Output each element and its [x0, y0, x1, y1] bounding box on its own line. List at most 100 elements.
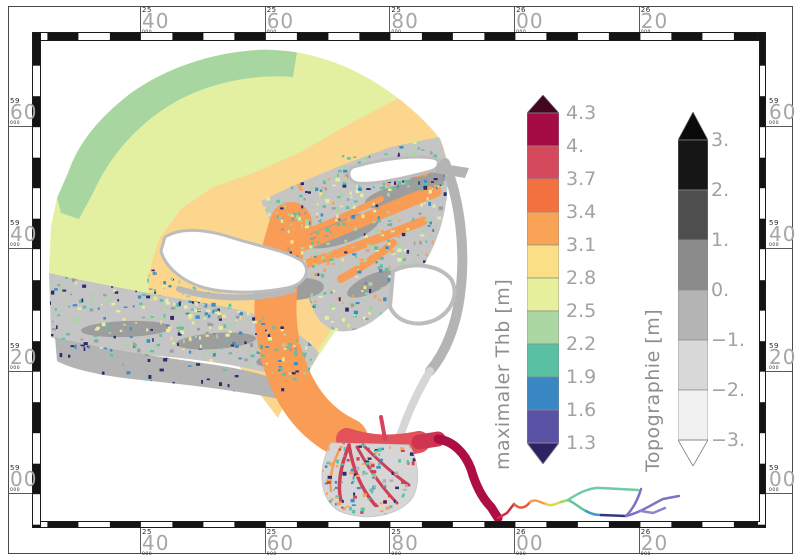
grid-tick — [264, 7, 266, 32]
river-segment — [512, 500, 532, 509]
zone-sea-low-range — [57, 49, 297, 219]
grid-label-suffix: 000 — [640, 30, 651, 35]
colorbar-topo — [678, 112, 708, 466]
colorbar-segment — [678, 339, 708, 391]
grid-label-prefix: 59 — [10, 219, 20, 228]
grid-label-suffix: 000 — [391, 30, 402, 35]
grid-label-prefix: 59 — [769, 97, 779, 105]
river-segment — [624, 494, 681, 518]
map-canvas — [40, 40, 760, 522]
grid-label-suffix: 000 — [769, 487, 780, 493]
colorbar-tick-label: 1.9 — [566, 366, 597, 388]
colorbar-tick-label: 2.2 — [566, 333, 597, 355]
grid-tick — [766, 492, 792, 494]
colorbar-segment — [527, 376, 559, 411]
colorbar-tick-label: 3.4 — [566, 201, 597, 223]
grid-label-suffix: 000 — [391, 552, 402, 557]
estuary-map — [49, 49, 681, 521]
colorbar-segment — [678, 289, 708, 341]
grid-label-value: 40 — [769, 222, 797, 247]
colorbar-tick-label: 1. — [711, 229, 730, 251]
grid-coordinate-label: 26 00 000 — [516, 6, 543, 36]
grid-label-prefix: 26 — [640, 528, 651, 536]
grid-tick — [514, 7, 516, 32]
grid-coordinate-label: 59 20 000 — [10, 342, 37, 371]
grid-label-value: 20 — [640, 531, 669, 555]
delta-channels — [329, 443, 411, 507]
grid-coordinate-label: 25 80 000 — [391, 528, 418, 558]
colorbar-tick-label: −1. — [711, 329, 746, 351]
grid-tick — [766, 126, 792, 127]
grid-label-prefix: 25 — [142, 6, 152, 14]
channel-branch — [298, 216, 428, 270]
delta-branch — [347, 443, 377, 507]
grid-label-suffix: 000 — [516, 30, 527, 35]
grid-label-suffix: 000 — [10, 365, 21, 371]
grid-label-prefix: 59 — [769, 463, 779, 472]
grid-coordinate-label: 59 60 000 — [769, 97, 796, 127]
grid-tick — [389, 528, 391, 553]
colorbar-segment — [527, 277, 559, 312]
colorbar-segment — [527, 178, 559, 213]
grid-label-suffix: 000 — [266, 552, 277, 557]
outer-frame — [8, 6, 793, 554]
grid-label-prefix: 25 — [391, 6, 402, 14]
grid-label-suffix: 000 — [142, 552, 153, 557]
colorbar-tick-label: −2. — [711, 379, 746, 401]
grid-label-value: 20 — [640, 9, 669, 33]
grid-label-prefix: 59 — [769, 341, 779, 350]
colorbar-segment — [527, 112, 559, 147]
colorbar-segment — [527, 244, 559, 279]
colorbar-segment — [678, 389, 708, 441]
grid-coordinate-label: 25 80 000 — [391, 6, 419, 36]
colorbar-tick-label: 0. — [711, 279, 730, 301]
colorbar-segment — [678, 189, 708, 241]
grid-label-prefix: 25 — [266, 6, 277, 14]
channel-branch — [290, 184, 442, 254]
grid-label-value: 60 — [266, 531, 295, 555]
grid-tick — [638, 528, 640, 553]
grid-coordinate-label: 25 60 000 — [266, 6, 294, 36]
river-segment — [584, 509, 603, 517]
grid-coordinate-label: 26 20 000 — [640, 7, 669, 36]
grid-label-value: 00 — [516, 531, 544, 555]
grid-label-suffix: 000 — [142, 30, 153, 35]
islands — [159, 155, 469, 326]
grid-label-value: 20 — [769, 344, 797, 369]
river-segment — [544, 500, 563, 507]
grid-label-value: 00 — [769, 466, 797, 491]
river-spur — [379, 415, 387, 441]
colorbar-segment — [678, 239, 708, 291]
grid-tick — [514, 528, 516, 553]
grid-label-prefix: 25 — [391, 528, 402, 536]
grid-tick — [140, 7, 141, 32]
grid-coordinate-label: 59 20 000 — [769, 341, 797, 371]
grid-label-suffix: 000 — [640, 552, 651, 557]
grid-label-value: 00 — [10, 466, 38, 491]
colorbar-segment — [527, 310, 559, 345]
colorbar-cap-bottom — [678, 439, 708, 466]
colorbar-tick-label: 3.7 — [566, 168, 597, 190]
grid-label-suffix: 000 — [516, 552, 527, 557]
colorbar-tick-label: −3. — [711, 429, 746, 451]
grid-tick — [389, 7, 391, 32]
river-segment — [599, 513, 628, 518]
upstream-river-rainbow — [496, 486, 681, 520]
grid-tick — [264, 528, 266, 553]
colorbar-tick-label: 4.3 — [566, 102, 597, 124]
grid-label-prefix: 25 — [142, 528, 152, 536]
grid-label-value: 60 — [10, 100, 38, 124]
colorbar-segment — [678, 139, 708, 191]
colorbar-tick-label: 2. — [711, 179, 730, 201]
colorbar-tick-label: 4. — [566, 135, 585, 157]
colorbar-cap-top — [527, 95, 559, 114]
grid-coordinate-label: 59 00 000 — [10, 464, 38, 493]
grid-coordinate-label: 25 60 000 — [266, 529, 295, 558]
grid-coordinate-label: 26 00 000 — [516, 529, 544, 558]
grid-label-value: 80 — [391, 9, 419, 33]
colorbar-segment — [527, 343, 559, 378]
grid-label-prefix: 26 — [516, 6, 527, 14]
colorbar-tick-label: 2.8 — [566, 267, 597, 289]
delta-branch — [361, 443, 411, 487]
